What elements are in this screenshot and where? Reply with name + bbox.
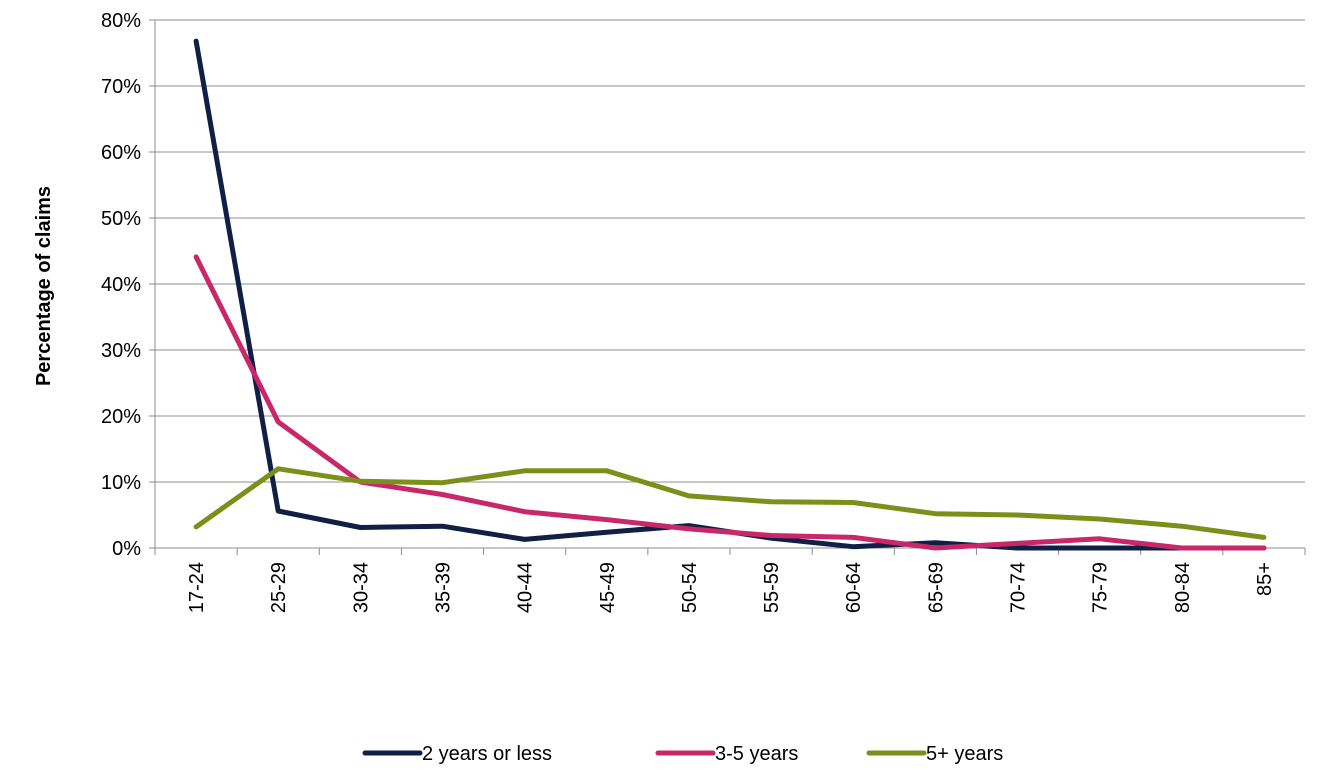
y-tick-label: 10%: [101, 472, 141, 494]
gridlines: [155, 19, 1305, 483]
x-tick-label: 60-64: [843, 562, 865, 613]
series-lines: [193, 38, 1267, 551]
x-tick-label: 45-49: [597, 562, 619, 613]
x-tick-label: 25-29: [268, 562, 290, 613]
x-tick-label: 75-79: [1090, 562, 1112, 613]
x-tick-label: 30-34: [350, 562, 372, 613]
series-line-3: [193, 466, 1267, 540]
y-tick-labels: 0% 10% 20% 30% 40% 50% 60% 70% 80%: [101, 10, 141, 560]
y-tick-label: 40%: [101, 274, 141, 296]
x-tick-labels: 17-24 25-29 30-34 35-39 40-44 45-49 50-54 55-59…: [186, 562, 1276, 613]
legend-label: 2 years or less: [422, 743, 552, 765]
series-line-2: [193, 254, 1267, 551]
x-tick-label: 40-44: [515, 562, 537, 613]
legend: 2 years or less 3-5 years 5+ years: [362, 743, 1003, 765]
y-tick-label: 0%: [112, 538, 141, 560]
series-line-1: [193, 38, 1267, 551]
y-axis-title: Percentage of claims: [33, 186, 55, 386]
y-tick-label: 70%: [101, 76, 141, 98]
x-tick-label: 85+: [1254, 562, 1276, 596]
y-tick-label: 60%: [101, 142, 141, 164]
y-tick-label: 50%: [101, 208, 141, 230]
x-tick-label: 70-74: [1008, 562, 1030, 613]
y-tick-label: 30%: [101, 340, 141, 362]
legend-label: 3-5 years: [715, 743, 798, 765]
x-tick-label: 50-54: [679, 562, 701, 613]
x-tick-label: 55-59: [761, 562, 783, 613]
y-tick-label: 20%: [101, 406, 141, 428]
x-tick-label: 35-39: [433, 562, 455, 613]
x-tick-label: 17-24: [186, 562, 208, 613]
legend-label: 5+ years: [926, 743, 1003, 765]
x-tick-label: 65-69: [925, 562, 947, 613]
y-tick-label: 80%: [101, 10, 141, 32]
x-tick-label: 80-84: [1172, 562, 1194, 613]
